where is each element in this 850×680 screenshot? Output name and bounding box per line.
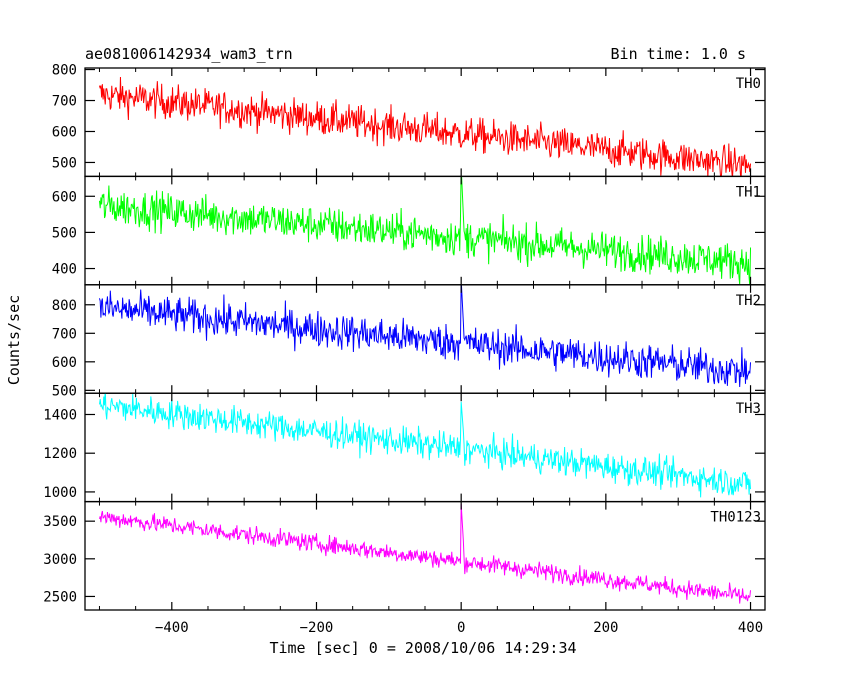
x-tick-label: −200: [300, 620, 334, 636]
x-tick-label: 0: [457, 620, 465, 636]
panels-group: 500 600 700 800 TH0 400 500 600 TH1 500 600 700 800 T…: [43, 63, 766, 636]
y-tick-label: 1000: [43, 485, 77, 501]
series-line-th0123: [98, 503, 752, 604]
series-line-th2: [98, 284, 752, 387]
y-tick-label: 700: [52, 326, 77, 342]
x-tick-label: 400: [738, 620, 763, 636]
y-axis-label: Counts/sec: [5, 295, 23, 385]
y-tick-label: 400: [52, 262, 77, 278]
x-axis-label: Time [sec] 0 = 2008/10/06 14:29:34: [269, 639, 576, 657]
panel-name-th3: TH3: [736, 401, 761, 417]
chart-title: ae081006142934_wam3_trn: [85, 45, 293, 63]
y-tick-label: 500: [52, 155, 77, 171]
y-tick-label: 700: [52, 94, 77, 110]
series-line-th0: [98, 77, 752, 177]
y-tick-label: 600: [52, 355, 77, 371]
y-tick-label: 800: [52, 63, 77, 79]
y-tick-label: 1400: [43, 407, 77, 423]
series-line-th3: [98, 393, 752, 498]
panel-name-th0123: TH0123: [710, 510, 761, 526]
y-tick-label: 600: [52, 124, 77, 140]
x-tick-label: −400: [155, 620, 189, 636]
y-tick-label: 500: [52, 225, 77, 241]
y-tick-label: 3000: [43, 552, 77, 568]
y-tick-label: 500: [52, 383, 77, 399]
y-tick-label: 1200: [43, 446, 77, 462]
series-line-th1: [98, 176, 752, 285]
y-tick-label: 2500: [43, 589, 77, 605]
panel-name-th0: TH0: [736, 76, 761, 92]
bin-time-label: Bin time: 1.0 s: [611, 45, 746, 63]
y-tick-label: 600: [52, 189, 77, 205]
y-tick-label: 800: [52, 298, 77, 314]
panel-name-th1: TH1: [736, 184, 761, 200]
y-tick-label: 3500: [43, 514, 77, 530]
panel-name-th2: TH2: [736, 293, 761, 309]
x-tick-label: 200: [593, 620, 618, 636]
